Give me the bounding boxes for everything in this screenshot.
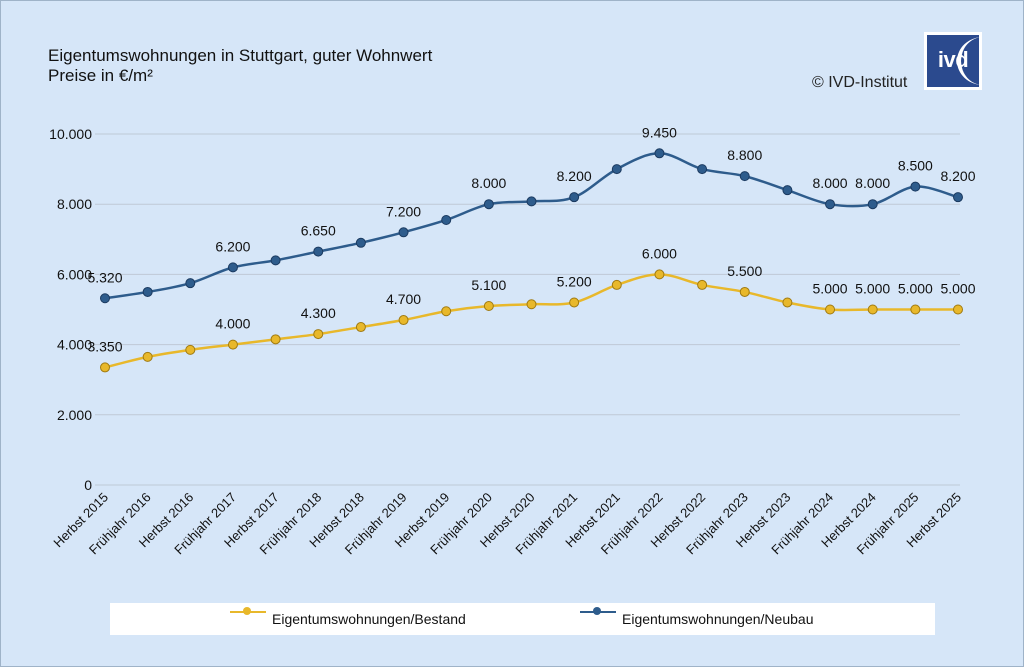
data-point-neubau bbox=[867, 199, 878, 210]
data-point-neubau bbox=[782, 185, 793, 196]
data-point-bestand bbox=[441, 306, 452, 317]
data-point-neubau bbox=[142, 286, 153, 297]
legend-label-neubau: Eigentumswohnungen/Neubau bbox=[622, 611, 814, 627]
data-point-bestand bbox=[398, 315, 409, 326]
data-point-bestand bbox=[697, 279, 708, 290]
ivd-logo-text: ivd bbox=[937, 47, 969, 72]
data-label-bestand: 5.200 bbox=[557, 273, 592, 289]
data-point-neubau bbox=[697, 164, 708, 175]
data-point-bestand bbox=[355, 322, 366, 333]
data-point-neubau bbox=[270, 255, 281, 266]
ivd-logo: ivd bbox=[924, 32, 982, 90]
data-point-bestand bbox=[569, 297, 580, 308]
data-label-bestand: 5.500 bbox=[727, 263, 762, 279]
data-label-neubau: 8.000 bbox=[813, 175, 848, 191]
data-point-neubau bbox=[739, 171, 750, 182]
data-point-neubau bbox=[441, 214, 452, 225]
data-point-neubau bbox=[483, 199, 494, 210]
data-point-neubau bbox=[825, 199, 836, 210]
data-point-bestand bbox=[739, 286, 750, 297]
data-point-neubau bbox=[185, 278, 196, 289]
data-label-bestand: 6.000 bbox=[642, 245, 677, 261]
data-point-neubau bbox=[910, 181, 921, 192]
data-point-neubau bbox=[313, 246, 324, 257]
data-label-neubau: 8.500 bbox=[898, 158, 933, 174]
y-tick-label: 4.000 bbox=[57, 337, 92, 353]
data-label-bestand: 4.300 bbox=[301, 305, 336, 321]
data-label-neubau: 6.200 bbox=[215, 238, 250, 254]
data-point-bestand bbox=[313, 329, 324, 340]
data-point-bestand bbox=[270, 334, 281, 345]
data-label-neubau: 5.320 bbox=[87, 269, 122, 285]
data-label-bestand: 5.000 bbox=[940, 281, 975, 297]
data-label-bestand: 4.700 bbox=[386, 291, 421, 307]
chart-title-line1: Eigentumswohnungen in Stuttgart, guter W… bbox=[48, 46, 433, 65]
data-point-neubau bbox=[611, 164, 622, 175]
chart-legend: Eigentumswohnungen/Bestand Eigentumswohn… bbox=[110, 603, 935, 635]
data-point-bestand bbox=[142, 351, 153, 362]
ivd-logo-mark: ivd bbox=[927, 35, 979, 87]
legend-label-bestand: Eigentumswohnungen/Bestand bbox=[272, 611, 466, 627]
legend-marker-bestand bbox=[230, 607, 266, 615]
y-tick-label: 10.000 bbox=[49, 126, 92, 142]
y-tick-label: 0 bbox=[84, 477, 92, 493]
data-point-neubau bbox=[569, 192, 580, 203]
data-label-neubau: 9.450 bbox=[642, 124, 677, 140]
data-label-neubau: 8.200 bbox=[940, 168, 975, 184]
y-tick-label: 6.000 bbox=[57, 266, 92, 282]
data-point-bestand bbox=[654, 269, 665, 280]
data-label-bestand: 5.000 bbox=[898, 281, 933, 297]
data-label-bestand: 3.350 bbox=[87, 338, 122, 354]
data-point-bestand bbox=[867, 304, 878, 315]
data-point-neubau bbox=[355, 237, 366, 248]
data-label-neubau: 8.000 bbox=[471, 175, 506, 191]
data-point-bestand bbox=[483, 300, 494, 311]
data-label-neubau: 7.200 bbox=[386, 203, 421, 219]
data-point-bestand bbox=[910, 304, 921, 315]
data-label-neubau: 8.200 bbox=[557, 168, 592, 184]
data-point-bestand bbox=[782, 297, 793, 308]
data-point-neubau bbox=[654, 148, 665, 159]
chart-title-line2: Preise in €/m² bbox=[48, 66, 153, 85]
data-point-bestand bbox=[526, 299, 537, 310]
data-label-neubau: 6.650 bbox=[301, 223, 336, 239]
data-label-bestand: 5.000 bbox=[813, 281, 848, 297]
y-tick-label: 2.000 bbox=[57, 407, 92, 423]
data-label-neubau: 8.800 bbox=[727, 147, 762, 163]
data-point-neubau bbox=[526, 196, 537, 207]
data-point-neubau bbox=[398, 227, 409, 238]
chart-title: Eigentumswohnungen in Stuttgart, guter W… bbox=[48, 46, 432, 86]
legend-marker-neubau bbox=[580, 607, 616, 615]
data-point-bestand bbox=[100, 362, 110, 373]
data-point-neubau bbox=[100, 293, 110, 304]
credit-text: © IVD-Institut bbox=[812, 74, 908, 91]
y-tick-label: 8.000 bbox=[57, 196, 92, 212]
data-point-bestand bbox=[825, 304, 836, 315]
data-point-neubau bbox=[953, 192, 963, 203]
data-label-bestand: 5.000 bbox=[855, 281, 890, 297]
legend-dot-bestand bbox=[243, 607, 251, 615]
data-label-neubau: 8.000 bbox=[855, 175, 890, 191]
data-point-neubau bbox=[227, 262, 238, 273]
data-point-bestand bbox=[953, 304, 963, 315]
legend-dot-neubau bbox=[593, 607, 601, 615]
data-point-bestand bbox=[611, 279, 622, 290]
data-label-bestand: 5.100 bbox=[471, 277, 506, 293]
data-point-bestand bbox=[227, 339, 238, 350]
data-label-bestand: 4.000 bbox=[215, 316, 250, 332]
logo-arc-shape bbox=[957, 37, 979, 85]
data-point-bestand bbox=[185, 344, 196, 355]
